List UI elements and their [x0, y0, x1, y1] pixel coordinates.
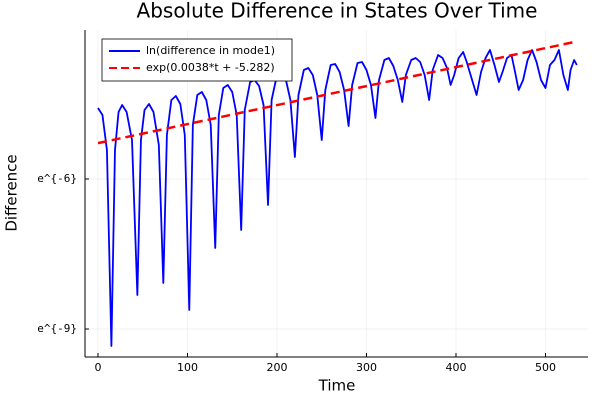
y-axis-label: Difference [3, 154, 21, 231]
legend-label: ln(difference in mode1) [146, 44, 275, 57]
legend-label: exp(0.0038*t + -5.282) [146, 61, 275, 74]
x-axis-label: Time [318, 377, 356, 395]
chart-title: Absolute Difference in States Over Time [137, 0, 538, 23]
data-line [97, 49, 578, 347]
x-tick-label: 0 [94, 361, 101, 374]
data-line [97, 40, 578, 145]
x-tick-label: 100 [177, 361, 198, 374]
y-tick-label: e^{-9} [37, 322, 77, 335]
x-tick-label: 400 [445, 361, 466, 374]
x-tick-label: 200 [266, 361, 287, 374]
x-tick-label: 300 [356, 361, 377, 374]
y-tick-label: e^{-6} [37, 172, 77, 185]
x-tick-label: 500 [535, 361, 556, 374]
legend-box [101, 38, 293, 82]
